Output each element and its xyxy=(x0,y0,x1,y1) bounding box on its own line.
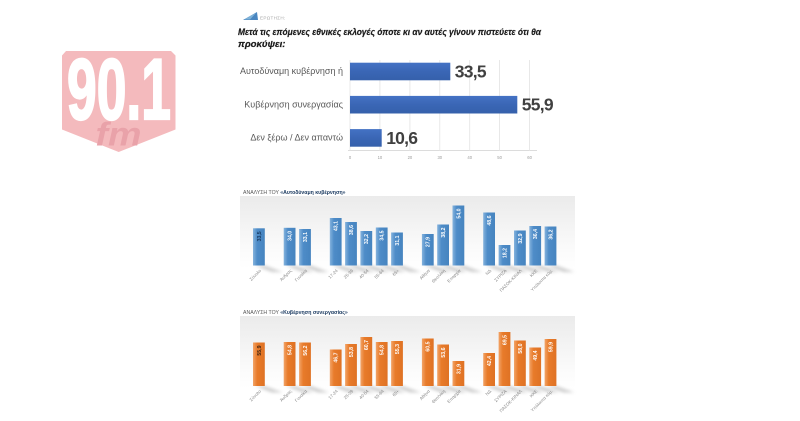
svg-text:53,8: 53,8 xyxy=(349,347,355,357)
svg-text:ΕΡΩΤΗΣΗ:: ΕΡΩΤΗΣΗ: xyxy=(260,16,286,21)
svg-text:Σύνολο: Σύνολο xyxy=(248,268,262,282)
svg-text:Αυτοδύναμη κυβέρνηση ή: Αυτοδύναμη κυβέρνηση ή xyxy=(240,66,343,76)
svg-text:32,2: 32,2 xyxy=(364,234,370,244)
svg-text:42,4: 42,4 xyxy=(487,356,493,366)
svg-text:31,9: 31,9 xyxy=(456,364,462,374)
svg-text:43,1: 43,1 xyxy=(334,221,340,231)
svg-text:25-39: 25-39 xyxy=(343,268,355,280)
svg-text:18,2: 18,2 xyxy=(502,248,508,258)
svg-text:54,0: 54,0 xyxy=(456,208,462,218)
svg-text:50: 50 xyxy=(497,155,502,160)
svg-text:0: 0 xyxy=(349,155,352,160)
svg-text:ΑΝΑΛΥΣΗ ΤΟΥ «Αυτοδύναμη κυβέρν: ΑΝΑΛΥΣΗ ΤΟΥ «Αυτοδύναμη κυβέρνηση» xyxy=(243,190,346,196)
svg-text:33,5: 33,5 xyxy=(455,62,487,82)
svg-text:Αθήνα: Αθήνα xyxy=(418,268,431,281)
svg-text:προκύψει:: προκύψει: xyxy=(238,39,285,50)
svg-text:10,6: 10,6 xyxy=(386,128,418,148)
svg-text:31,1: 31,1 xyxy=(395,235,401,245)
svg-text:17-24: 17-24 xyxy=(327,268,339,280)
svg-text:53,6: 53,6 xyxy=(441,347,447,357)
svg-text:65+: 65+ xyxy=(391,268,400,277)
svg-text:ΚΚΕ: ΚΚΕ xyxy=(529,268,539,278)
svg-text:25-39: 25-39 xyxy=(343,388,355,400)
svg-text:10: 10 xyxy=(378,155,383,160)
svg-text:40-54: 40-54 xyxy=(358,268,370,280)
svg-text:Μετά τις επόμενες εθνικές εκλο: Μετά τις επόμενες εθνικές εκλογές όποτε … xyxy=(238,27,542,38)
svg-text:49,4: 49,4 xyxy=(533,350,539,360)
svg-text:27,9: 27,9 xyxy=(426,237,432,247)
svg-text:55,9: 55,9 xyxy=(257,345,263,355)
svg-text:Κυβέρνηση συνεργασίας: Κυβέρνηση συνεργασίας xyxy=(244,99,343,109)
svg-text:55,9: 55,9 xyxy=(522,95,554,115)
svg-text:54,8: 54,8 xyxy=(288,345,294,355)
svg-text:40: 40 xyxy=(467,155,472,160)
svg-text:34,5: 34,5 xyxy=(380,230,386,240)
svg-text:55-64: 55-64 xyxy=(373,268,385,280)
svg-text:55,3: 55,3 xyxy=(395,344,401,354)
svg-text:17-24: 17-24 xyxy=(327,388,339,400)
svg-text:Δεν ξέρω / Δεν απαντώ: Δεν ξέρω / Δεν απαντώ xyxy=(250,133,343,143)
svg-text:Σύνολο: Σύνολο xyxy=(248,388,262,402)
svg-text:38,2: 38,2 xyxy=(441,227,447,237)
svg-text:58,0: 58,0 xyxy=(518,343,524,353)
svg-text:ΑΝΑΛΥΣΗ ΤΟΥ «Κυβέρνηση συνεργα: ΑΝΑΛΥΣΗ ΤΟΥ «Κυβέρνηση συνεργασίας» xyxy=(243,310,348,316)
svg-text:34,0: 34,0 xyxy=(288,231,294,241)
svg-text:20: 20 xyxy=(408,155,413,160)
svg-text:69,5: 69,5 xyxy=(502,335,508,345)
svg-text:Αθήνα: Αθήνα xyxy=(418,388,431,401)
svg-text:33,1: 33,1 xyxy=(303,232,309,242)
svg-text:ΝΔ: ΝΔ xyxy=(484,389,492,397)
svg-text:40-54: 40-54 xyxy=(358,388,370,400)
svg-text:46,7: 46,7 xyxy=(334,352,340,362)
svg-text:56,2: 56,2 xyxy=(303,345,309,355)
svg-text:60,7: 60,7 xyxy=(364,340,370,350)
svg-text:48,6: 48,6 xyxy=(487,215,493,225)
svg-text:65+: 65+ xyxy=(391,388,400,397)
svg-text:fm: fm xyxy=(96,116,142,153)
svg-text:Άνδρας: Άνδρας xyxy=(279,268,293,282)
svg-text:59,9: 59,9 xyxy=(548,342,554,352)
svg-text:36,4: 36,4 xyxy=(533,229,539,239)
svg-text:54,8: 54,8 xyxy=(380,345,386,355)
svg-text:90.1: 90.1 xyxy=(67,42,171,138)
svg-text:36,2: 36,2 xyxy=(548,229,554,239)
svg-text:ΝΔ: ΝΔ xyxy=(484,268,492,276)
svg-text:Άνδρας: Άνδρας xyxy=(279,389,293,403)
svg-text:33,5: 33,5 xyxy=(257,231,263,241)
svg-text:32,9: 32,9 xyxy=(518,233,524,243)
svg-text:ΚΚΕ: ΚΚΕ xyxy=(529,389,539,399)
svg-text:60,5: 60,5 xyxy=(426,341,432,351)
svg-text:30: 30 xyxy=(437,155,442,160)
svg-text:55-64: 55-64 xyxy=(373,388,385,400)
svg-text:60: 60 xyxy=(527,155,532,160)
svg-text:38,6: 38,6 xyxy=(349,225,355,235)
